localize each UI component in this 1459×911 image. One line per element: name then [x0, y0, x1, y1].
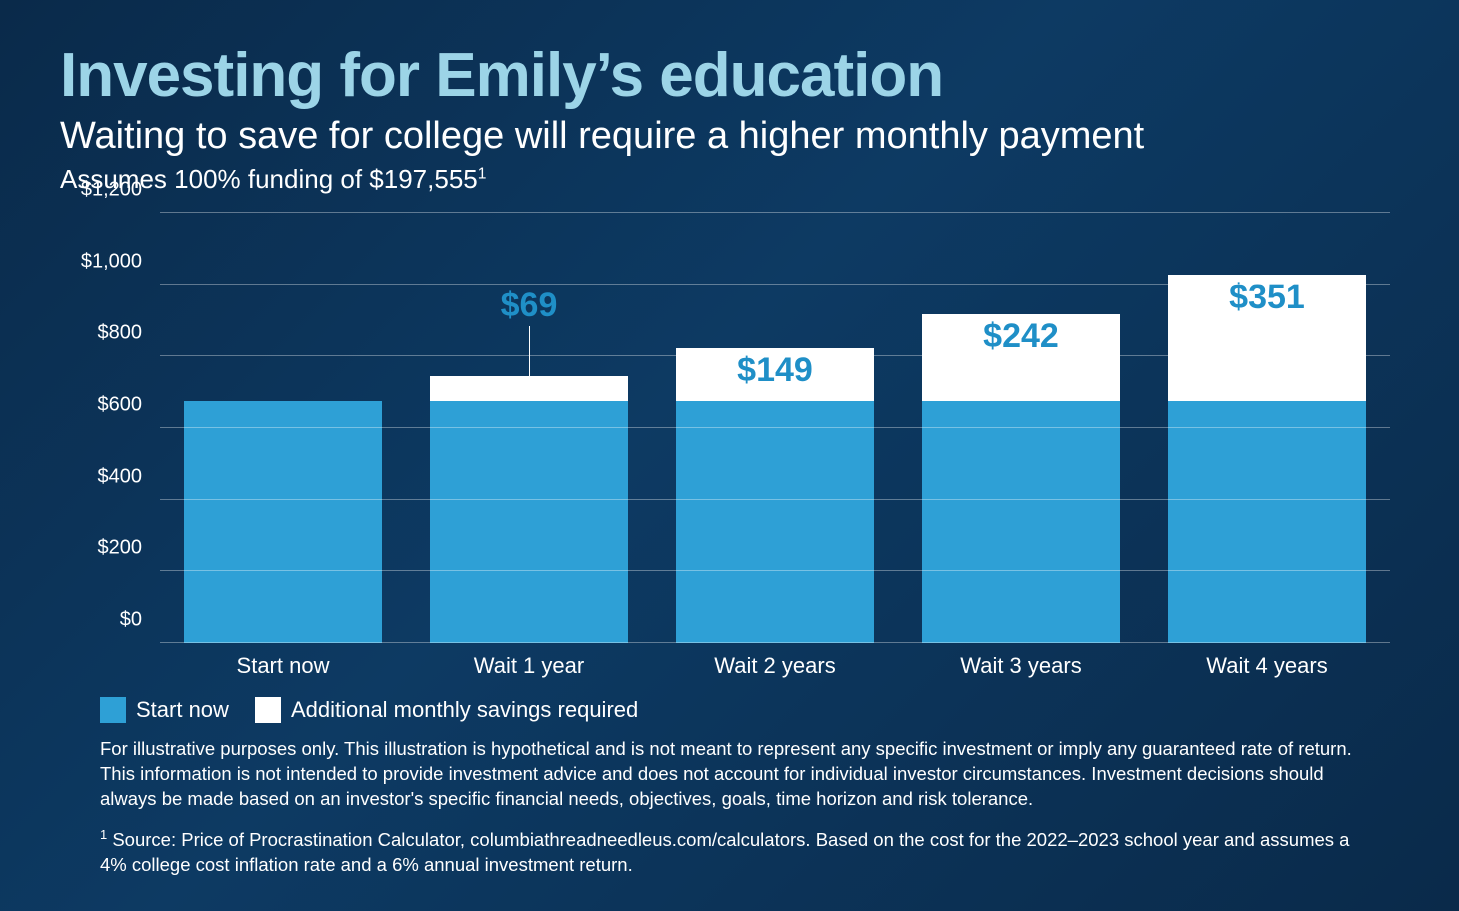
bar-segment-additional: $351 [1168, 275, 1366, 401]
gridline [160, 212, 1390, 213]
bar-segment-additional: $69 [430, 376, 628, 401]
bar-segment-additional: $242 [922, 314, 1120, 401]
y-axis: $0$200$400$600$800$1,000$1,200 [60, 213, 150, 643]
bar-value-label: $242 [983, 317, 1059, 356]
y-tick-label: $800 [98, 322, 143, 345]
y-tick-label: $1,200 [81, 179, 142, 202]
bar-segment-base [1168, 401, 1366, 643]
bar-value-label: $149 [737, 351, 813, 390]
x-axis: Start nowWait 1 yearWait 2 yearsWait 3 y… [160, 643, 1390, 683]
legend-item: Additional monthly savings required [255, 697, 638, 723]
x-tick-label: Wait 2 years [652, 643, 898, 683]
bar-slot [160, 213, 406, 643]
x-tick-label: Start now [160, 643, 406, 683]
x-tick-label: Wait 3 years [898, 643, 1144, 683]
y-tick-label: $0 [120, 609, 142, 632]
legend-label: Start now [136, 697, 229, 723]
y-tick-label: $400 [98, 465, 143, 488]
gridline [160, 284, 1390, 285]
y-tick-label: $200 [98, 537, 143, 560]
page-title: Investing for Emily’s education [60, 40, 1399, 111]
chart: $0$200$400$600$800$1,000$1,200 $69$149$2… [60, 213, 1390, 683]
callout-line [529, 326, 530, 376]
legend-label: Additional monthly savings required [291, 697, 638, 723]
bar-slot: $242 [898, 213, 1144, 643]
y-tick-label: $1,000 [81, 250, 142, 273]
y-tick-label: $600 [98, 394, 143, 417]
bar-segment-base [430, 401, 628, 643]
bar-stack [184, 401, 382, 643]
gridline [160, 499, 1390, 500]
disclaimer-text: For illustrative purposes only. This ill… [100, 737, 1369, 812]
legend-swatch [100, 697, 126, 723]
legend: Start now Additional monthly savings requ… [100, 697, 1399, 723]
legend-item: Start now [100, 697, 229, 723]
plot-area: $69 $149 $242 $351 [160, 213, 1390, 643]
source-text: 1 Source: Price of Procrastination Calcu… [100, 826, 1369, 878]
subtitle: Waiting to save for college will require… [60, 115, 1399, 158]
bar-slot: $149 [652, 213, 898, 643]
x-tick-label: Wait 1 year [406, 643, 652, 683]
source-body: Source: Price of Procrastination Calcula… [100, 829, 1349, 875]
bar-segment-base [184, 401, 382, 643]
bar-segment-base [922, 401, 1120, 643]
bar-stack: $69 [430, 376, 628, 643]
legend-swatch [255, 697, 281, 723]
gridline [160, 570, 1390, 571]
bar-stack: $242 [922, 314, 1120, 643]
assumption-line: Assumes 100% funding of $197,5551 [60, 164, 1399, 195]
gridline [160, 427, 1390, 428]
bar-segment-base [676, 401, 874, 643]
assumption-sup: 1 [478, 165, 487, 182]
bars-container: $69 $149 $242 $351 [160, 213, 1390, 643]
bar-slot: $351 [1144, 213, 1390, 643]
bar-value-label: $69 [501, 286, 558, 325]
bar-slot: $69 [406, 213, 652, 643]
gridline [160, 355, 1390, 356]
bar-stack: $351 [1168, 275, 1366, 643]
bar-stack: $149 [676, 348, 874, 643]
x-tick-label: Wait 4 years [1144, 643, 1390, 683]
